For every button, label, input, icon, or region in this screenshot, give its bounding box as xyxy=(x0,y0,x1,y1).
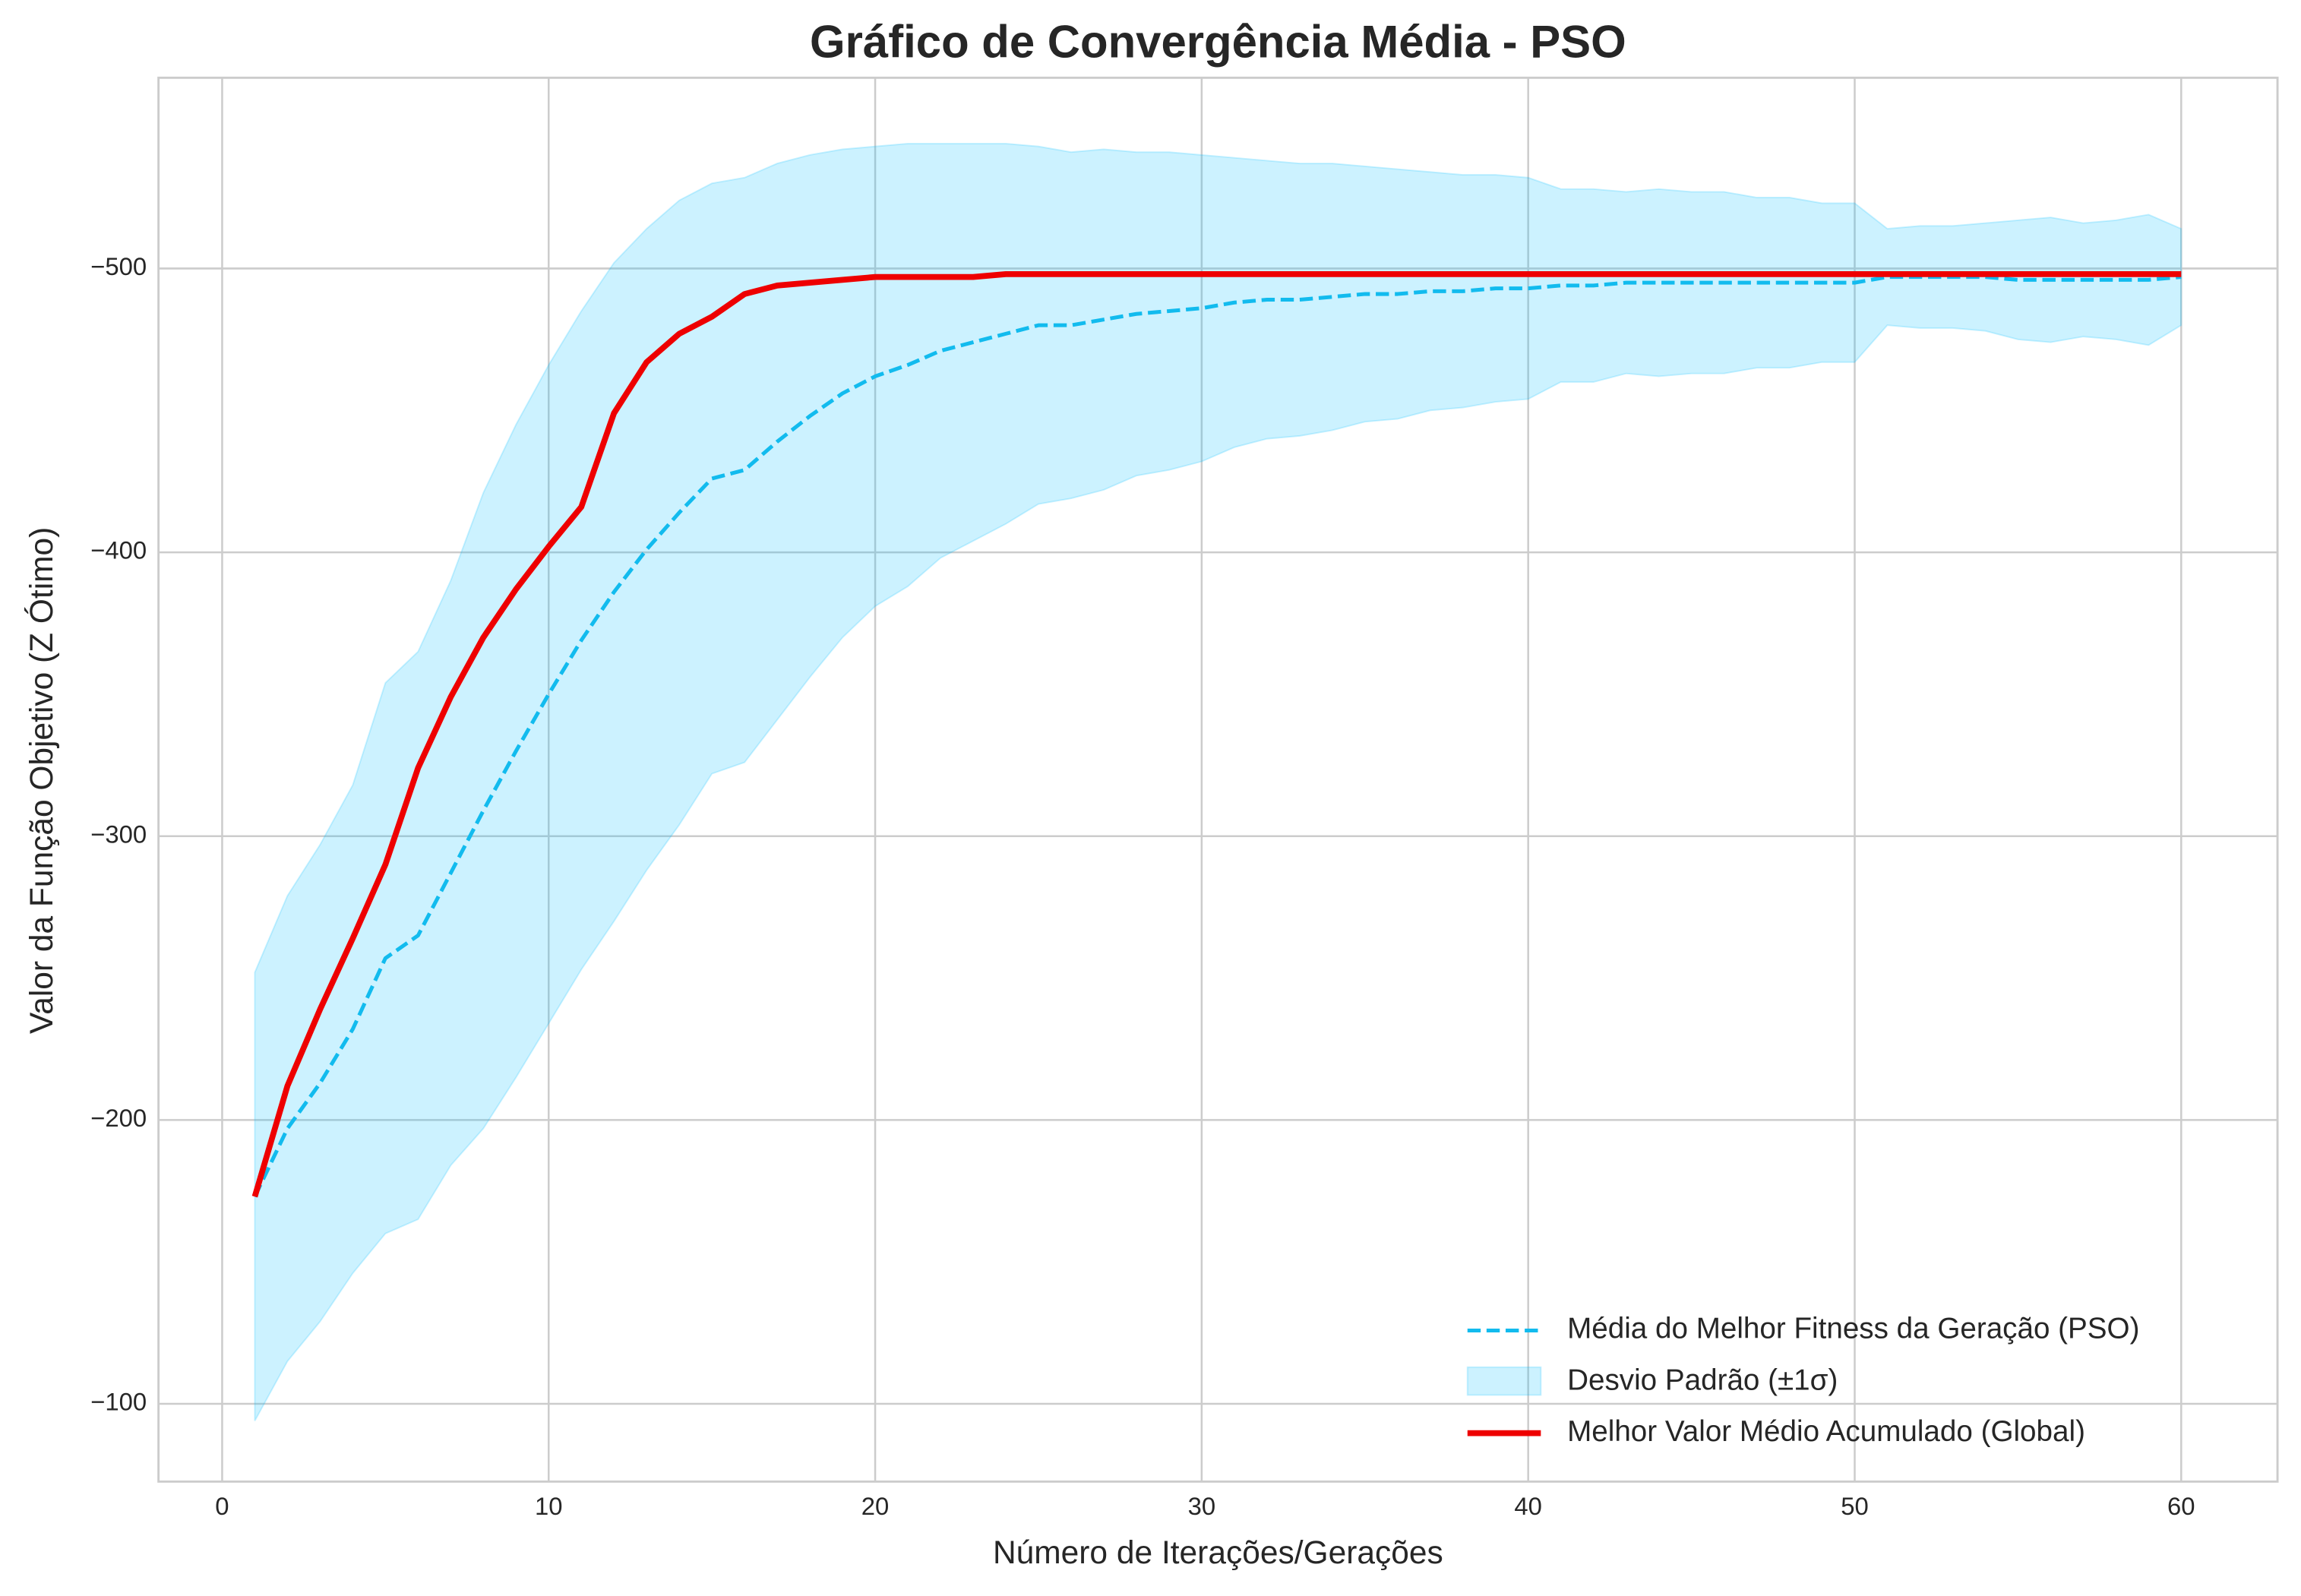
x-tick-label: 0 xyxy=(215,1492,229,1520)
x-tick-label: 20 xyxy=(861,1492,890,1520)
y-tick-label: −200 xyxy=(90,1104,147,1132)
legend-label: Desvio Padrão (±1σ) xyxy=(1567,1364,1838,1396)
y-tick-label: −300 xyxy=(90,820,147,848)
x-axis-label: Número de Iterações/Gerações xyxy=(993,1535,1443,1571)
y-tick-label: −100 xyxy=(90,1388,147,1416)
y-tick-label: −400 xyxy=(90,536,147,564)
series-line xyxy=(253,275,2182,1198)
legend-label: Melhor Valor Médio Acumulado (Global) xyxy=(1567,1415,2085,1448)
legend-label: Média do Melhor Fitness da Geração (PSO) xyxy=(1567,1313,2139,1345)
x-tick-label: 50 xyxy=(1841,1492,1869,1520)
x-tick-label: 30 xyxy=(1188,1492,1216,1520)
y-tick-label: −500 xyxy=(90,252,147,280)
series-line xyxy=(251,271,2182,1198)
y-axis-label: Valor da Função Objetivo (Z Ótimo) xyxy=(24,527,60,1034)
plot-frame xyxy=(157,76,2279,1483)
std-band xyxy=(254,143,2182,1421)
legend-swatch xyxy=(1466,1366,1542,1396)
x-tick-label: 10 xyxy=(535,1492,563,1520)
chart-title: Gráfico de Convergência Média - PSO xyxy=(810,17,1626,68)
x-tick-label: 40 xyxy=(1514,1492,1542,1520)
x-tick-label: 60 xyxy=(2167,1492,2195,1520)
